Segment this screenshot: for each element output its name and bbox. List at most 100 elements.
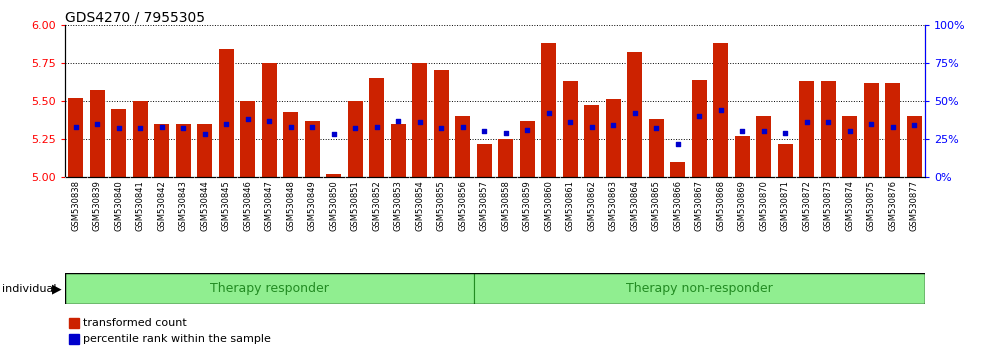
Text: GSM530871: GSM530871	[781, 180, 790, 231]
Bar	[65, 273, 925, 304]
Bar	[842, 116, 857, 177]
Text: GSM530853: GSM530853	[394, 180, 403, 231]
Point	[390, 118, 406, 124]
Text: GSM530866: GSM530866	[673, 180, 682, 231]
Bar	[692, 80, 707, 177]
Text: GSM530844: GSM530844	[200, 180, 209, 230]
Text: GSM530842: GSM530842	[157, 180, 166, 230]
Text: GSM530851: GSM530851	[351, 180, 360, 230]
Bar	[68, 98, 83, 177]
Bar	[735, 136, 750, 177]
Point	[734, 129, 750, 134]
Bar	[864, 82, 879, 177]
Bar	[305, 121, 320, 177]
Text: GSM530860: GSM530860	[544, 180, 553, 231]
Bar	[649, 119, 664, 177]
Text: GSM530855: GSM530855	[437, 180, 446, 230]
Point	[154, 124, 170, 130]
Bar	[348, 101, 363, 177]
Bar	[563, 81, 578, 177]
Point	[369, 124, 385, 130]
Text: GSM530848: GSM530848	[286, 180, 295, 231]
Text: GSM530873: GSM530873	[824, 180, 833, 231]
Text: GSM530861: GSM530861	[566, 180, 575, 231]
Text: Therapy non-responder: Therapy non-responder	[626, 282, 773, 295]
Point	[799, 119, 815, 125]
Bar	[498, 139, 513, 177]
Point	[89, 121, 105, 127]
Text: GSM530857: GSM530857	[480, 180, 489, 231]
Bar	[69, 318, 79, 329]
Text: GSM530847: GSM530847	[265, 180, 274, 231]
Point	[304, 124, 320, 130]
Text: GSM530859: GSM530859	[523, 180, 532, 230]
Point	[691, 113, 707, 119]
Bar	[907, 116, 922, 177]
Bar	[606, 99, 621, 177]
Bar	[713, 43, 728, 177]
Text: GSM530874: GSM530874	[845, 180, 854, 231]
Point	[326, 132, 342, 137]
Text: GSM530840: GSM530840	[114, 180, 123, 230]
Bar	[670, 162, 685, 177]
Bar	[369, 78, 384, 177]
Point	[713, 107, 729, 113]
Point	[476, 129, 492, 134]
Text: GSM530875: GSM530875	[867, 180, 876, 231]
Bar	[756, 116, 771, 177]
Bar	[885, 82, 900, 177]
Bar	[584, 105, 599, 177]
Point	[111, 125, 127, 131]
Point	[906, 122, 922, 128]
Text: GSM530852: GSM530852	[372, 180, 381, 230]
Text: GSM530843: GSM530843	[179, 180, 188, 231]
Text: GSM530870: GSM530870	[759, 180, 768, 231]
Point	[132, 125, 148, 131]
Bar	[799, 81, 814, 177]
Point	[240, 116, 256, 122]
Point	[519, 127, 535, 133]
Bar	[627, 52, 642, 177]
Bar	[434, 70, 449, 177]
Text: ▶: ▶	[52, 282, 62, 295]
Bar	[69, 333, 79, 344]
Point	[175, 125, 191, 131]
Point	[670, 141, 686, 146]
Text: GSM530839: GSM530839	[93, 180, 102, 231]
Point	[261, 118, 277, 124]
Bar	[111, 108, 126, 177]
Point	[498, 130, 514, 136]
Bar	[474, 273, 925, 304]
Text: GSM530841: GSM530841	[136, 180, 145, 230]
Point	[885, 124, 901, 130]
Bar	[176, 124, 191, 177]
Text: individual: individual	[2, 284, 56, 293]
Point	[218, 121, 234, 127]
Text: GSM530864: GSM530864	[630, 180, 639, 231]
Point	[283, 124, 299, 130]
Text: Therapy responder: Therapy responder	[210, 282, 329, 295]
Bar	[219, 49, 234, 177]
Bar	[412, 63, 427, 177]
Point	[820, 119, 836, 125]
Bar	[197, 124, 212, 177]
Bar	[90, 90, 105, 177]
Text: GSM530869: GSM530869	[738, 180, 747, 231]
Text: GSM530838: GSM530838	[71, 180, 80, 231]
Bar	[455, 116, 470, 177]
Text: GSM530876: GSM530876	[888, 180, 897, 231]
Text: GSM530867: GSM530867	[695, 180, 704, 231]
Text: percentile rank within the sample: percentile rank within the sample	[83, 333, 271, 344]
Text: GSM530863: GSM530863	[609, 180, 618, 231]
Bar	[262, 63, 277, 177]
Bar	[821, 81, 836, 177]
Text: GSM530846: GSM530846	[243, 180, 252, 231]
Text: GSM530872: GSM530872	[802, 180, 811, 231]
Point	[562, 119, 578, 125]
Point	[412, 119, 428, 125]
Point	[605, 122, 621, 128]
Point	[777, 130, 793, 136]
Point	[648, 125, 664, 131]
Bar	[283, 112, 298, 177]
Bar	[240, 101, 255, 177]
